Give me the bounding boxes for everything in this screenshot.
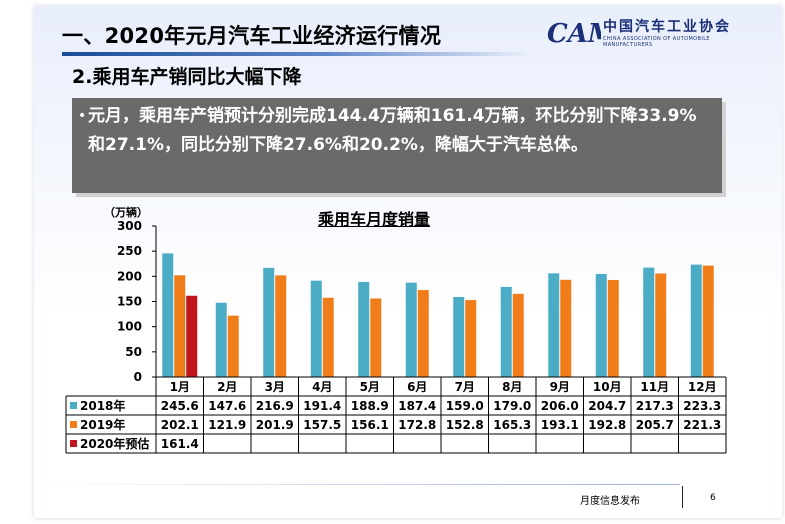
category-label: 1月 [170, 380, 190, 394]
data-label: 192.8 [588, 418, 626, 432]
y-tick-label: 100 [117, 320, 142, 334]
summary-text: 元月，乘用车产销预计分别完成144.4万辆和161.4万辆，环比分别下降33.9… [88, 106, 697, 155]
category-label: 11月 [640, 380, 669, 394]
data-label: 161.4 [161, 437, 199, 451]
data-label: 187.4 [398, 399, 436, 413]
category-label: 3月 [265, 380, 285, 394]
logo-english-name: CHINA ASSOCIATION OF AUTOMOBILE MANUFACT… [603, 36, 710, 48]
category-label: 6月 [407, 380, 427, 394]
bar-0-6 [453, 296, 465, 377]
bullet-dot-icon: • [78, 108, 87, 124]
data-label: 179.0 [493, 399, 531, 413]
bar-0-3 [310, 280, 322, 377]
section-subtitle: 2.乘用车产销同比大幅下降 [72, 66, 302, 88]
category-label: 2月 [217, 380, 237, 394]
footer-divider [682, 486, 683, 508]
bar-1-10 [655, 273, 667, 377]
bar-0-8 [548, 273, 560, 377]
data-label: 205.7 [636, 418, 674, 432]
data-label: 201.9 [256, 418, 294, 432]
bar-0-4 [358, 281, 370, 377]
title-underline [62, 52, 532, 56]
legend-label: 2020年预估 [80, 436, 149, 451]
footer-label: 月度信息发布 [580, 496, 640, 507]
bar-1-1 [227, 315, 239, 377]
data-label: 159.0 [446, 399, 484, 413]
data-label: 172.8 [398, 418, 436, 432]
data-label: 245.6 [161, 399, 199, 413]
bar-1-2 [275, 275, 287, 377]
data-label: 202.1 [161, 418, 199, 432]
bar-1-0 [174, 275, 186, 377]
data-label: 193.1 [541, 418, 579, 432]
legend-swatch-1 [70, 421, 77, 428]
data-label: 206.0 [541, 399, 579, 413]
bar-1-9 [607, 279, 619, 377]
y-axis-unit: （万辆） [104, 206, 148, 219]
bar-1-11 [702, 265, 714, 377]
page-title: 一、2020年元月汽车工业经济运行情况 [62, 24, 442, 48]
category-label: 8月 [502, 380, 522, 394]
data-label: 157.5 [303, 418, 341, 432]
page-number: 6 [710, 493, 716, 503]
bar-0-0 [162, 253, 174, 377]
category-label: 10月 [593, 380, 622, 394]
data-label: 147.6 [208, 399, 246, 413]
y-tick-label: 250 [117, 244, 142, 258]
bar-0-7 [500, 286, 512, 377]
bar-0-2 [263, 267, 275, 377]
data-label: 191.4 [303, 399, 341, 413]
y-tick-label: 200 [117, 269, 142, 283]
bar-0-10 [643, 267, 655, 377]
data-label: 156.1 [351, 418, 389, 432]
y-tick-label: 300 [117, 219, 142, 233]
bar-0-1 [215, 302, 227, 377]
legend-swatch-0 [70, 402, 77, 409]
bar-0-9 [595, 273, 607, 377]
bar-0-5 [405, 282, 417, 377]
footer-line [40, 484, 680, 485]
y-tick-label: 0 [134, 370, 142, 384]
bar-1-3 [322, 297, 334, 377]
y-tick-label: 50 [125, 345, 142, 359]
bar-0-11 [690, 264, 702, 377]
bar-1-5 [417, 290, 429, 377]
logo-chinese-name: 中国汽车工业协会 [603, 19, 731, 35]
bar-1-8 [560, 279, 572, 377]
category-label: 9月 [550, 380, 570, 394]
chart-title: 乘用车月度销量 [318, 210, 431, 229]
data-label: 121.9 [208, 418, 246, 432]
category-label: 4月 [312, 380, 332, 394]
slide-frame [34, 6, 782, 518]
legend-label: 2019年 [80, 417, 125, 432]
bar-2-0 [186, 295, 198, 377]
category-label: 5月 [360, 380, 380, 394]
legend-swatch-2 [70, 440, 77, 447]
data-label: 188.9 [351, 399, 389, 413]
summary-box: • 元月，乘用车产销预计分别完成144.4万辆和161.4万辆，环比分别下降33… [72, 98, 722, 193]
data-label: 221.3 [683, 418, 721, 432]
data-label: 165.3 [493, 418, 531, 432]
data-label: 217.3 [636, 399, 674, 413]
bar-1-7 [512, 293, 524, 377]
association-logo: CAM 中国汽车工业协会 CHINA ASSOCIATION OF AUTOMO… [545, 14, 745, 50]
data-label: 216.9 [256, 399, 294, 413]
data-label: 152.8 [446, 418, 484, 432]
category-label: 12月 [688, 380, 717, 394]
category-label: 7月 [455, 380, 475, 394]
bar-1-4 [370, 298, 382, 377]
y-tick-label: 150 [117, 295, 142, 309]
data-label: 204.7 [588, 399, 626, 413]
legend-label: 2018年 [80, 398, 125, 413]
data-label: 223.3 [683, 399, 721, 413]
bar-1-6 [465, 300, 477, 377]
